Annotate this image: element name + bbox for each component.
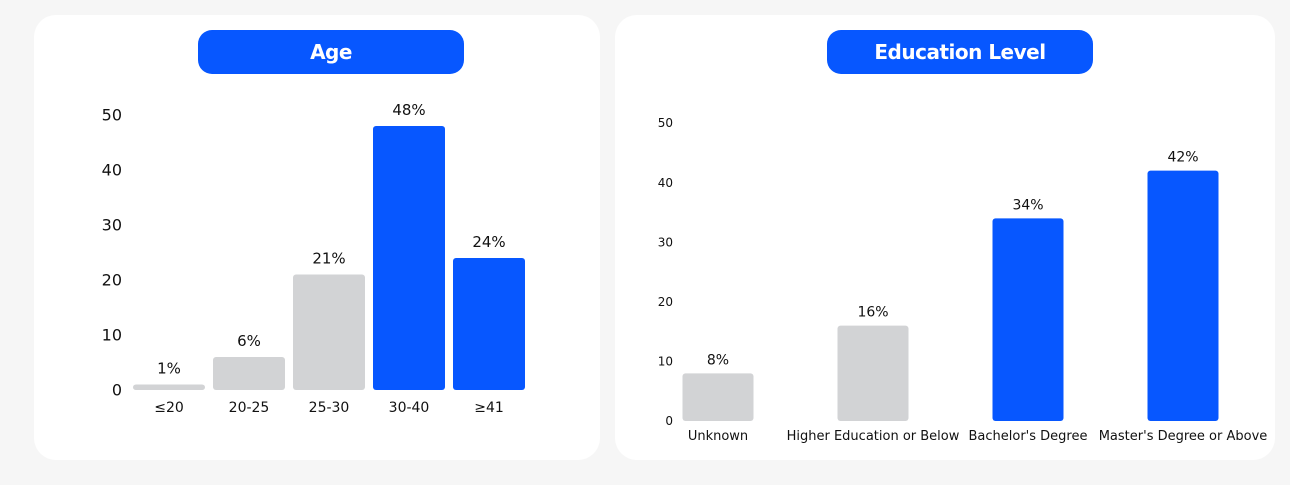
x-tick-label: Master's Degree or Above — [1099, 429, 1268, 444]
data-label: 16% — [857, 305, 888, 321]
bar — [213, 357, 285, 390]
x-tick-label: 20-25 — [229, 400, 270, 416]
x-tick-label: ≥41 — [474, 400, 504, 416]
x-tick-label: Bachelor's Degree — [969, 429, 1088, 444]
data-label: 42% — [1167, 150, 1198, 166]
y-tick-label: 40 — [102, 161, 122, 180]
age-chart-title: Age — [198, 30, 464, 74]
bar — [992, 218, 1064, 421]
bar — [453, 258, 525, 390]
bar — [1147, 170, 1219, 421]
data-label: 24% — [472, 233, 505, 251]
y-tick-label: 0 — [112, 381, 122, 400]
education-chart-title: Education Level — [827, 30, 1093, 74]
y-tick-label: 40 — [658, 176, 673, 190]
y-tick-label: 10 — [658, 355, 673, 369]
bar — [373, 126, 445, 390]
y-tick-label: 10 — [102, 326, 122, 345]
x-tick-label: ≤20 — [154, 400, 184, 416]
y-tick-label: 30 — [102, 216, 122, 235]
age-bar-chart: 0 10 20 30 40 50 1% ≤20 6% 20-25 21% 25-30 48% 30-40 2… — [102, 101, 525, 416]
y-tick-label: 50 — [102, 106, 122, 125]
y-tick-label: 20 — [102, 271, 122, 290]
education-bar-chart: 0 10 20 30 40 50 8% Unknown 16% Higher Education … — [658, 116, 1268, 444]
data-label: 8% — [707, 352, 729, 368]
age-chart-panel: Age 0 10 20 30 40 50 1% ≤20 6% 20-25 21% 25-30 48% 30… — [34, 15, 600, 460]
bar — [133, 384, 205, 390]
x-tick-label: 25-30 — [309, 400, 350, 416]
y-tick-label: 30 — [658, 235, 673, 249]
x-tick-label: Unknown — [688, 429, 748, 444]
data-label: 34% — [1012, 197, 1043, 213]
education-chart-panel: Education Level 0 10 20 30 40 50 8% Unknown 16% H… — [615, 15, 1275, 460]
bar — [837, 325, 909, 421]
bar — [293, 274, 365, 390]
data-label: 6% — [237, 332, 261, 350]
y-tick-label: 0 — [665, 414, 673, 428]
y-tick-label: 50 — [658, 116, 673, 130]
x-tick-label: 30-40 — [389, 400, 430, 416]
y-tick-label: 20 — [658, 295, 673, 309]
bar — [682, 373, 754, 421]
x-tick-label: Higher Education or Below — [787, 429, 960, 444]
data-label: 48% — [392, 101, 425, 119]
data-label: 21% — [312, 250, 345, 268]
data-label: 1% — [157, 360, 181, 378]
